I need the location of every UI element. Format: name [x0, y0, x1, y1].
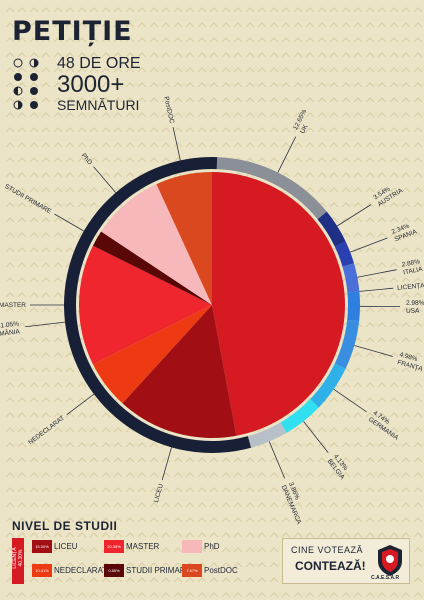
pie-label-postdoc: PostDOC [162, 96, 175, 125]
duration-text: 48 DE ORE [57, 55, 141, 72]
legend-vertical-label: LICENȚA 40.30% [12, 546, 24, 570]
legend-swatch-postdoc: 7.67% [182, 564, 202, 577]
pie-slice-postdoc [156, 172, 212, 305]
pie-slice-master [79, 245, 212, 365]
legend-label-postdoc: PostDOC [204, 566, 238, 575]
ring-value-romania: 51.05% [0, 320, 20, 330]
legend-swatch-licenta [12, 538, 24, 584]
signature-count: 3000+ [57, 71, 125, 98]
ring-slice-germania [310, 363, 346, 408]
leader-line-franta [354, 345, 393, 357]
pie-leader-phd [93, 166, 117, 193]
legend-swatch-master: 20.38% [104, 540, 124, 553]
leader-line-spania [350, 237, 388, 253]
pie-slice-phd [101, 184, 212, 305]
ring-label-uk: UK [299, 123, 310, 135]
ring-slice-danemarca [247, 422, 287, 448]
ring-label-italia: ITALIA [403, 266, 424, 277]
pie-slice-nedeclarat [92, 305, 212, 404]
ring-slice-belgia [280, 399, 319, 433]
leader-line-belgia [303, 421, 329, 454]
legend-label-master: MASTER [126, 542, 160, 551]
legend-label-liceu: LICEU [54, 542, 78, 551]
dots-icon [13, 58, 39, 110]
ring-value-usa: 2.98% [406, 300, 424, 307]
legend-swatch-phd [182, 540, 202, 553]
signatures-label: SEMNĂTURI [57, 97, 140, 113]
ring-slice-spania [334, 241, 354, 267]
legend-label-phd: PhD [204, 542, 220, 551]
pie-slice-liceu [122, 305, 237, 438]
legend-licenta-value: 40.30% [18, 549, 24, 567]
ring-value-franta: 4.98% [399, 351, 419, 363]
ring-value-italia: 2.88% [401, 258, 421, 268]
leader-line-danemarca [268, 441, 286, 479]
pie-leader-postdoc [172, 127, 181, 161]
pie-label-nedeclarat: NEDECLARAT [27, 415, 66, 447]
vote-banner: CINE VOTEAZĂ CONTEAZĂ! C.A.E.S.A.R [282, 538, 410, 584]
ring-slice-austria [317, 211, 346, 247]
pie-label-studii-primare: STUDII PRIMARE [3, 183, 53, 216]
legend-swatch-nedeclarat: 10.41% [32, 564, 52, 577]
legend-label-studii-primare: STUDII PRIMARE [126, 566, 191, 575]
pie-label-phd: PhD [80, 152, 94, 166]
pie-leader-nedeclarat [66, 393, 95, 415]
pie-slice-licenta [212, 172, 346, 436]
pie-leader-liceu [161, 447, 172, 481]
leader-line-uk [277, 136, 297, 173]
legend-swatch-studii-primare: 0.85% [104, 564, 124, 577]
pie-slice-studii-primare [92, 231, 212, 305]
leader-line-austria [336, 204, 372, 227]
legend-title: NIVEL DE STUDII [12, 519, 118, 533]
ring-slice-franta [334, 319, 360, 369]
legend-label-nedeclarat: NEDECLARAT [54, 566, 108, 575]
caesar-logo-text: C.A.E.S.A.R [371, 575, 400, 581]
vote-line2: CONTEAZĂ! [295, 559, 366, 573]
ring-label-romania: ROMÂNIA [0, 326, 21, 339]
pie-leader-licenta [359, 287, 394, 292]
pie-label-liceu: LICEU [153, 483, 165, 504]
vote-line1: CINE VOTEAZĂ [291, 545, 364, 555]
ring-slice-uk [216, 157, 327, 220]
ring-slice-italia [342, 263, 360, 293]
page-title: PETIȚIE [12, 16, 133, 47]
leader-line-italia [357, 269, 397, 278]
legend-swatch-liceu: 15.00% [32, 540, 52, 553]
pie-label-licenta: LICENȚA [397, 282, 424, 292]
leader-line-germania [333, 388, 367, 413]
pie-label-master: MASTER [0, 302, 26, 309]
ring-label-usa: USA [406, 308, 420, 315]
pie-leader-studii-primare [54, 213, 85, 232]
caesar-logo-icon [378, 545, 402, 576]
ring-slice-usa [347, 291, 361, 322]
leader-line-romania [25, 321, 66, 328]
